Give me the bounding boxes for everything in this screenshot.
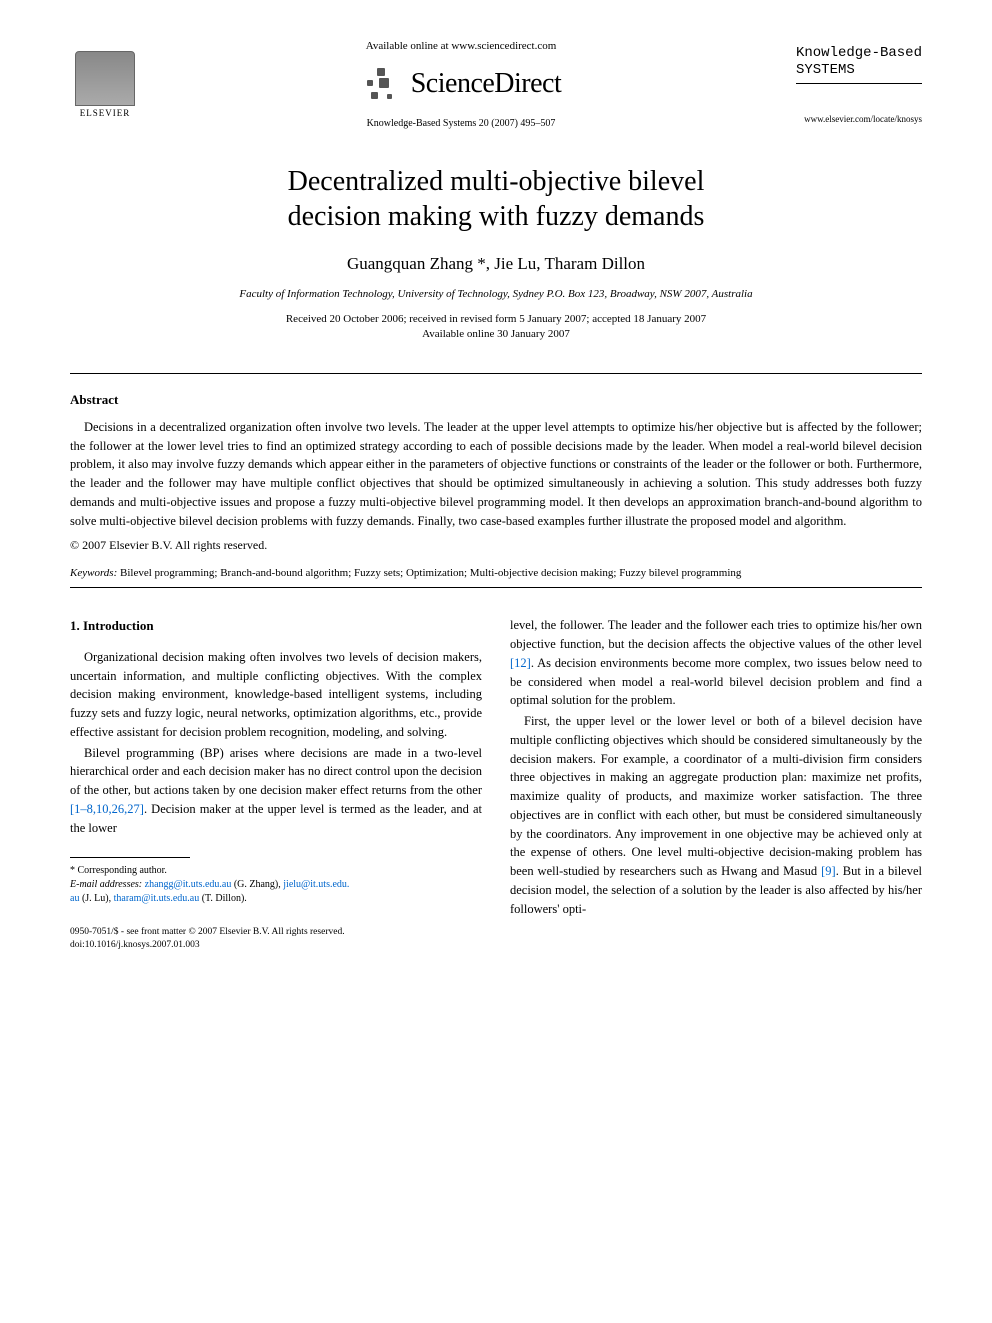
email-link[interactable]: tharam@it.uts.edu.au <box>114 893 200 904</box>
left-para-1: Organizational decision making often inv… <box>70 648 482 742</box>
authors: Guangquan Zhang *, Jie Lu, Tharam Dillon <box>70 254 922 274</box>
right-para-2: First, the upper level or the lower leve… <box>510 712 922 918</box>
divider-bottom <box>70 587 922 588</box>
sciencedirect-logo: ScienceDirect <box>140 64 782 104</box>
header-row: ELSEVIER Available online at www.science… <box>70 40 922 129</box>
divider-top <box>70 373 922 374</box>
left-para-2a: Bilevel programming (BP) arises where de… <box>70 746 482 798</box>
right-column: level, the follower. The leader and the … <box>510 616 922 951</box>
affiliation: Faculty of Information Technology, Unive… <box>70 288 922 300</box>
keywords: Keywords: Bilevel programming; Branch-an… <box>70 567 922 579</box>
intro-heading: 1. Introduction <box>70 616 482 636</box>
email-label: E-mail addresses: <box>70 879 142 890</box>
abstract-text: Decisions in a decentralized organizatio… <box>70 418 922 531</box>
email-addresses: E-mail addresses: zhangg@it.uts.edu.au (… <box>70 878 482 906</box>
center-header: Available online at www.sciencedirect.co… <box>140 40 782 129</box>
elsevier-label: ELSEVIER <box>80 108 131 118</box>
right-header: Knowledge-Based SYSTEMS www.elsevier.com… <box>782 45 922 124</box>
citation-link[interactable]: [1–8,10,26,27] <box>70 802 144 816</box>
dates-line2: Available online 30 January 2007 <box>422 328 570 340</box>
left-column: 1. Introduction Organizational decision … <box>70 616 482 951</box>
available-online-text: Available online at www.sciencedirect.co… <box>140 40 782 52</box>
footnote-divider <box>70 857 190 858</box>
email-link[interactable]: jielu@it.uts.edu. <box>283 879 349 890</box>
keywords-label: Keywords: <box>70 567 117 579</box>
dates-line1: Received 20 October 2006; received in re… <box>286 313 706 325</box>
journal-brand-line1: Knowledge-Based <box>796 45 922 61</box>
sciencedirect-text: ScienceDirect <box>411 68 562 100</box>
right-para-1: level, the follower. The leader and the … <box>510 616 922 710</box>
title-line2: decision making with fuzzy demands <box>288 201 705 232</box>
email-link[interactable]: zhangg@it.uts.edu.au <box>145 879 232 890</box>
abstract-heading: Abstract <box>70 392 922 408</box>
right-para-1a: level, the follower. The leader and the … <box>510 618 922 651</box>
citation-link[interactable]: [9] <box>821 864 836 878</box>
right-para-1b: . As decision environments become more c… <box>510 656 922 708</box>
citation-link[interactable]: [12] <box>510 656 531 670</box>
journal-url: www.elsevier.com/locate/knosys <box>782 114 922 124</box>
title-line1: Decentralized multi-objective bilevel <box>288 166 705 197</box>
email3-who: (T. Dillon). <box>199 893 247 904</box>
elsevier-tree-icon <box>75 51 135 106</box>
right-para-2a: First, the upper level or the lower leve… <box>510 714 922 878</box>
article-dates: Received 20 October 2006; received in re… <box>70 312 922 343</box>
keywords-text: Bilevel programming; Branch-and-bound al… <box>120 567 741 579</box>
footer-block: 0950-7051/$ - see front matter © 2007 El… <box>70 926 482 951</box>
footer-line1: 0950-7051/$ - see front matter © 2007 El… <box>70 926 482 938</box>
copyright-line: © 2007 Elsevier B.V. All rights reserved… <box>70 538 922 553</box>
article-title: Decentralized multi-objective bilevel de… <box>70 164 922 234</box>
left-para-2: Bilevel programming (BP) arises where de… <box>70 744 482 838</box>
journal-reference: Knowledge-Based Systems 20 (2007) 495–50… <box>140 118 782 129</box>
journal-brand-line2: SYSTEMS <box>796 62 855 78</box>
email2-who: (J. Lu), <box>79 893 113 904</box>
sciencedirect-icon <box>361 64 401 104</box>
email1-who: (G. Zhang), <box>231 879 283 890</box>
journal-brand: Knowledge-Based SYSTEMS <box>796 45 922 84</box>
footnote-block: * Corresponding author. E-mail addresses… <box>70 864 482 906</box>
corresponding-author-note: * Corresponding author. <box>70 864 482 878</box>
footer-line2: doi:10.1016/j.knosys.2007.01.003 <box>70 939 482 951</box>
elsevier-logo: ELSEVIER <box>70 45 140 125</box>
body-columns: 1. Introduction Organizational decision … <box>70 616 922 951</box>
